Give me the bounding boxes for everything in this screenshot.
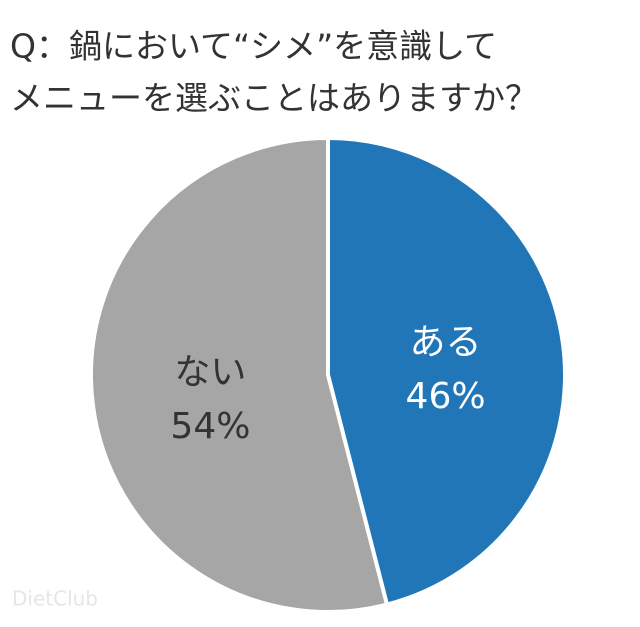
pie	[89, 136, 567, 614]
watermark: DietClub	[12, 587, 98, 611]
chart-title: Q：鍋において“シメ”を意識して	[10, 27, 497, 66]
pie-slice	[326, 136, 567, 607]
value-label: 46%	[406, 376, 486, 417]
chart-title: メニューを選ぶことはありますか？	[10, 79, 538, 118]
pie-slice	[89, 136, 389, 614]
slice-label: ある	[410, 322, 482, 363]
value-label: 54%	[170, 406, 250, 447]
slice-label: ない	[174, 352, 246, 393]
